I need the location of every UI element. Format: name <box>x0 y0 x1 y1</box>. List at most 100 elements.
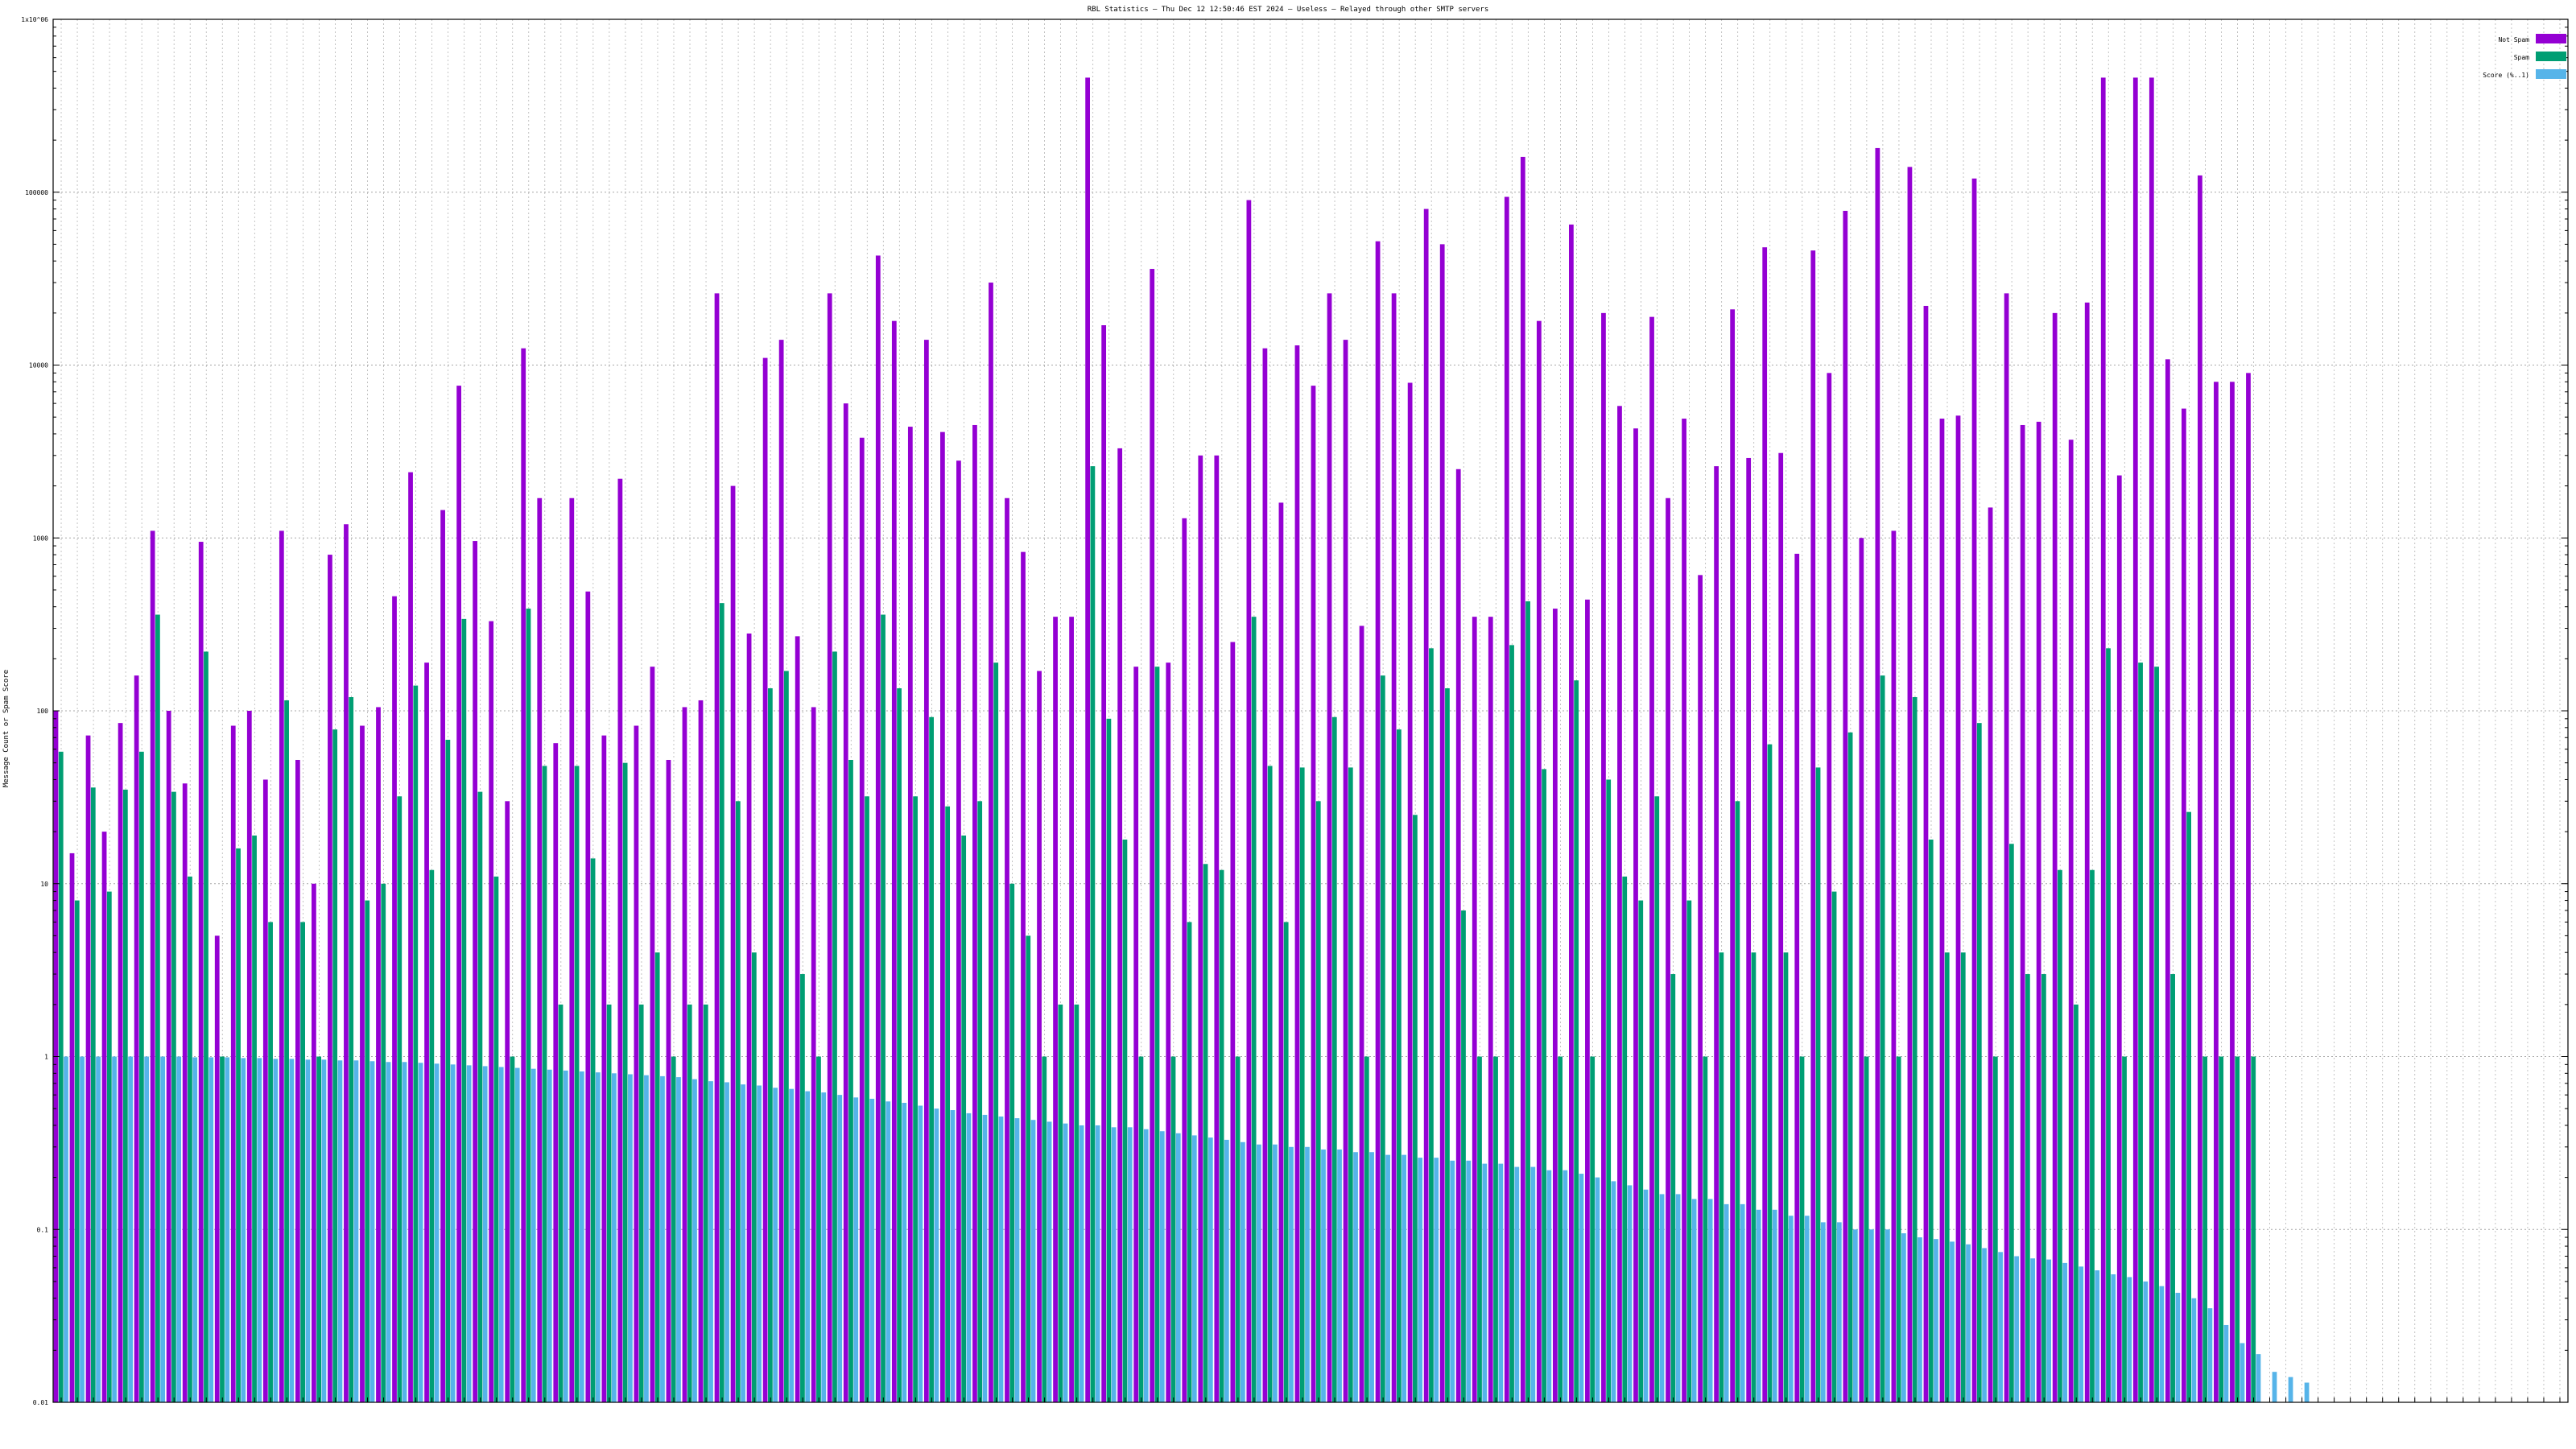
bar-score-1 <box>1143 1129 1149 1402</box>
bar-spam <box>2202 1056 2208 1402</box>
bars <box>53 77 2310 1403</box>
bar-spam <box>493 876 499 1402</box>
bar-not-spam <box>376 707 381 1402</box>
y-axis-label: Message Count or Spam Score <box>2 670 10 787</box>
bar-spam <box>800 974 805 1402</box>
bar-not-spam <box>1069 617 1074 1402</box>
bar-spam <box>703 1004 708 1402</box>
bar-score-1 <box>1579 1174 1584 1402</box>
bar-score-1 <box>1224 1139 1229 1402</box>
bar-spam <box>90 787 96 1402</box>
bar-not-spam <box>1262 348 1268 1402</box>
bar-not-spam <box>634 725 639 1402</box>
bar-not-spam <box>505 801 510 1402</box>
bar-spam <box>526 609 531 1402</box>
bar-score-1 <box>1046 1121 1052 1402</box>
bar-spam <box>1477 1056 1482 1402</box>
bar-score-1 <box>2014 1256 2019 1402</box>
bar-spam <box>1896 1056 1901 1402</box>
bar-spam <box>316 1056 322 1402</box>
bar-score-1 <box>1063 1123 1068 1402</box>
bar-score-1 <box>902 1102 907 1402</box>
bar-score-1 <box>2175 1292 2181 1402</box>
bar-spam <box>767 688 773 1402</box>
bar-score-1 <box>1450 1160 1455 1402</box>
bar-not-spam <box>360 725 365 1402</box>
bar-spam <box>1106 718 1112 1402</box>
bar-not-spam <box>1085 77 1090 1403</box>
y-tick-label: 100 <box>37 708 49 715</box>
bar-spam <box>1912 696 1918 1402</box>
bar-score-1 <box>1595 1177 1600 1402</box>
bar-spam <box>1445 688 1450 1402</box>
bar-score-1 <box>1901 1233 1906 1402</box>
bar-not-spam <box>1971 178 1977 1402</box>
bar-not-spam <box>2132 77 2138 1403</box>
bar-spam <box>1880 675 1885 1402</box>
bar-spam <box>397 796 402 1402</box>
bar-score-1 <box>579 1071 584 1402</box>
bar-not-spam <box>1278 502 1284 1402</box>
bar-not-spam <box>1552 609 1558 1402</box>
bar-score-1 <box>1868 1229 1874 1402</box>
bar-score-1 <box>2046 1259 2052 1402</box>
y-tick-label: 10 <box>40 881 48 888</box>
bar-score-1 <box>821 1092 827 1402</box>
bar-score-1 <box>998 1116 1004 1402</box>
bar-spam <box>993 663 999 1402</box>
bar-spam <box>1847 732 1853 1402</box>
bar-score-1 <box>2159 1286 2165 1402</box>
bar-not-spam <box>585 591 591 1402</box>
bar-spam <box>913 796 918 1402</box>
bar-not-spam <box>1407 382 1413 1402</box>
bar-score-1 <box>353 1060 359 1402</box>
bar-spam <box>832 651 837 1402</box>
bar-spam <box>461 618 467 1402</box>
bar-score-1 <box>918 1105 923 1402</box>
bar-score-1 <box>2191 1298 2197 1402</box>
bar-score-1 <box>321 1059 327 1402</box>
bar-spam <box>1864 1056 1869 1402</box>
bar-not-spam <box>1198 455 1203 1402</box>
bar-spam <box>2251 1056 2256 1402</box>
bar-not-spam <box>1794 553 1800 1402</box>
bar-spam <box>268 922 273 1402</box>
bar-spam <box>58 751 64 1402</box>
bar-spam <box>1429 648 1434 1402</box>
bar-not-spam <box>2116 475 2122 1402</box>
bar-score-1 <box>2207 1308 2213 1402</box>
bar-spam <box>2058 869 2062 1402</box>
y-tick-label: 0.1 <box>37 1226 49 1233</box>
bar-spam <box>654 952 660 1402</box>
bar-spam <box>1299 767 1305 1402</box>
bar-not-spam <box>2181 408 2186 1402</box>
bar-not-spam <box>956 460 961 1402</box>
bar-not-spam <box>1182 518 1187 1402</box>
bar-not-spam <box>246 711 252 1402</box>
bar-score-1 <box>160 1056 166 1402</box>
bar-not-spam <box>489 621 494 1402</box>
bar-score-1 <box>1514 1166 1520 1402</box>
bar-not-spam <box>1859 538 1864 1402</box>
bar-score-1 <box>1836 1222 1842 1402</box>
bar-score-1 <box>1724 1203 1729 1402</box>
bar-score-1 <box>2304 1382 2310 1402</box>
bar-spam <box>2074 1004 2079 1402</box>
bar-not-spam <box>1746 457 1752 1403</box>
bar-not-spam <box>1907 167 1913 1402</box>
bar-score-1 <box>1934 1239 1938 1402</box>
bar-spam <box>1493 1056 1498 1402</box>
bar-score-1 <box>692 1079 697 1402</box>
bar-not-spam <box>440 510 445 1402</box>
bar-score-1 <box>1095 1125 1100 1402</box>
bar-score-1 <box>869 1098 875 1402</box>
bar-spam <box>2219 1056 2224 1402</box>
bar-not-spam <box>456 386 461 1403</box>
bar-spam <box>1042 1056 1047 1402</box>
bar-spam <box>1525 601 1530 1402</box>
bar-spam <box>1074 1004 1080 1402</box>
bar-not-spam <box>424 663 429 1402</box>
bar-score-1 <box>386 1062 391 1402</box>
bar-spam <box>252 835 257 1402</box>
bar-not-spam <box>1375 241 1381 1402</box>
